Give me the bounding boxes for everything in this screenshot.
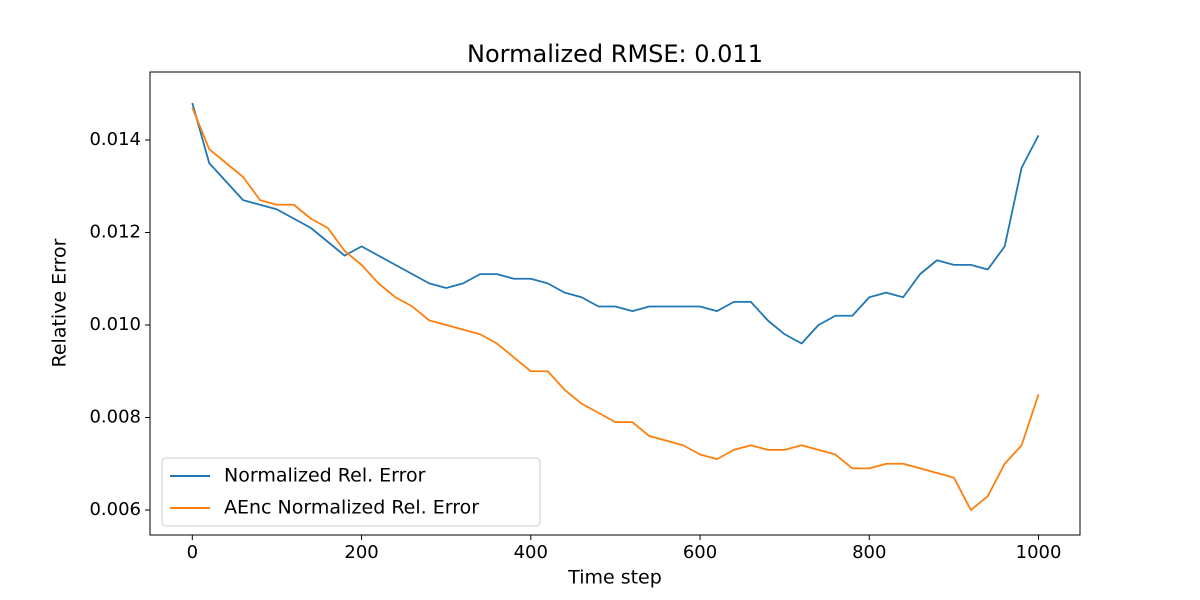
y-tick-label: 0.010 <box>89 314 141 335</box>
y-tick-label: 0.014 <box>89 129 141 150</box>
x-tick-label: 200 <box>344 542 378 563</box>
y-tick-label: 0.008 <box>89 407 141 428</box>
x-axis-label: Time step <box>567 567 662 589</box>
y-tick-label: 0.012 <box>89 222 141 243</box>
series-line <box>191 107 1040 511</box>
x-tick-label: 0 <box>187 542 198 563</box>
series-line <box>191 102 1040 345</box>
plot-frame <box>149 71 1081 536</box>
legend-label: Normalized Rel. Error <box>224 465 426 487</box>
x-tick-label: 1000 <box>1016 542 1062 563</box>
legend-box <box>161 457 541 527</box>
x-tick-label: 800 <box>852 542 886 563</box>
y-axis-label: Relative Error <box>49 238 71 367</box>
x-tick-label: 400 <box>514 542 548 563</box>
y-tick-label: 0.006 <box>89 499 141 520</box>
x-tick-label: 600 <box>683 542 717 563</box>
chart-title: Normalized RMSE: 0.011 <box>467 40 763 68</box>
legend-label: AEnc Normalized Rel. Error <box>224 497 479 519</box>
